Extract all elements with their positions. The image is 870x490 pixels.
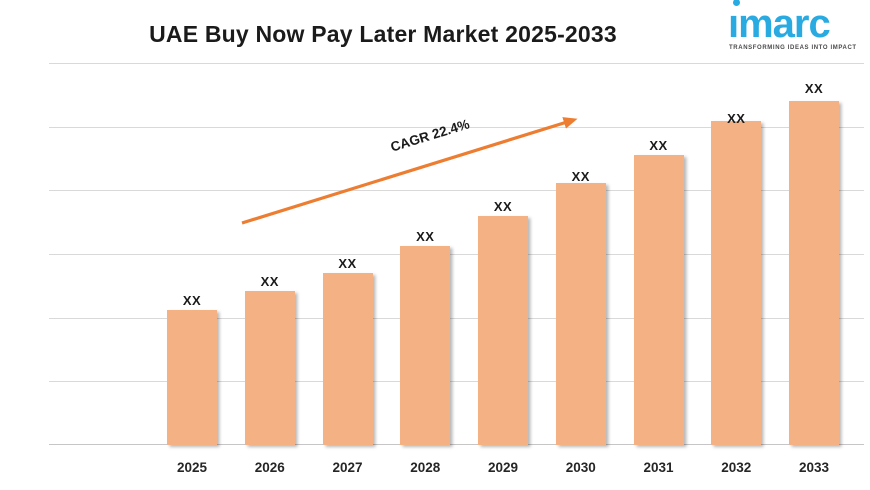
bar-2032: XX xyxy=(711,111,762,445)
bar-slot-2030: XX xyxy=(555,63,606,445)
imarc-logo: ımarc TRANSFORMING IDEAS INTO IMPACT xyxy=(726,0,858,51)
axis-label-2032: 2032 xyxy=(721,460,752,475)
axis-label-2031: 2031 xyxy=(643,460,674,475)
axis-label-2033: 2033 xyxy=(798,460,830,475)
bar-2029: XX xyxy=(478,199,528,445)
bar-2027: XX xyxy=(322,256,373,445)
axis-label-2025: 2025 xyxy=(176,460,208,475)
bar-slot-2026: XX xyxy=(244,63,295,445)
axis-label-2026: 2026 xyxy=(254,460,285,475)
axis-label-2028: 2028 xyxy=(410,460,441,475)
bar-value-label-2027: XX xyxy=(338,255,357,271)
bar-2030: XX xyxy=(555,169,606,445)
logo-tagline: TRANSFORMING IDEAS INTO IMPACT xyxy=(729,44,857,51)
bar-slot-2033: XX xyxy=(789,63,839,445)
logo-i-dot-icon xyxy=(733,0,740,6)
gridline xyxy=(49,381,864,383)
x-axis-line xyxy=(49,444,864,445)
bar-value-label-2026: XX xyxy=(260,274,279,290)
gridline xyxy=(49,317,864,319)
bar-2025: XX xyxy=(167,293,217,445)
bar-value-label-2029: XX xyxy=(493,199,513,215)
bar-2028: XX xyxy=(400,229,451,445)
bar-value-label-2031: XX xyxy=(649,138,668,154)
bars-group: XX XX XX XX XX XX XX XX XX xyxy=(167,63,839,445)
bar-slot-2032: XX xyxy=(711,63,762,445)
axis-label-2030: 2030 xyxy=(565,460,596,475)
axis-label-2027: 2027 xyxy=(332,460,363,475)
bar-value-label-2032: XX xyxy=(727,111,746,127)
gridline xyxy=(49,254,864,255)
bar-value-label-2033: XX xyxy=(804,81,824,97)
bar-slot-2027: XX xyxy=(322,63,373,445)
bar-slot-2029: XX xyxy=(478,63,528,445)
bar-value-label-2028: XX xyxy=(416,228,435,244)
bar-2033: XX xyxy=(789,81,839,445)
bar-2031: XX xyxy=(633,138,684,445)
bar-value-label-2025: XX xyxy=(182,293,202,309)
bar-slot-2028: XX xyxy=(400,63,451,445)
gridline xyxy=(49,63,864,64)
bar-slot-2025: XX xyxy=(167,63,217,445)
bar-slot-2031: XX xyxy=(633,63,684,445)
axis-label-2029: 2029 xyxy=(487,460,519,475)
logo-wordmark: ımarc xyxy=(728,2,831,46)
chart-title: UAE Buy Now Pay Later Market 2025-2033 xyxy=(149,21,617,47)
bar-value-label-2030: XX xyxy=(571,168,590,184)
bar-2026: XX xyxy=(244,274,295,445)
x-axis-labels: 2025 2026 2027 2028 2029 2030 2031 2032 2033 xyxy=(167,460,839,475)
